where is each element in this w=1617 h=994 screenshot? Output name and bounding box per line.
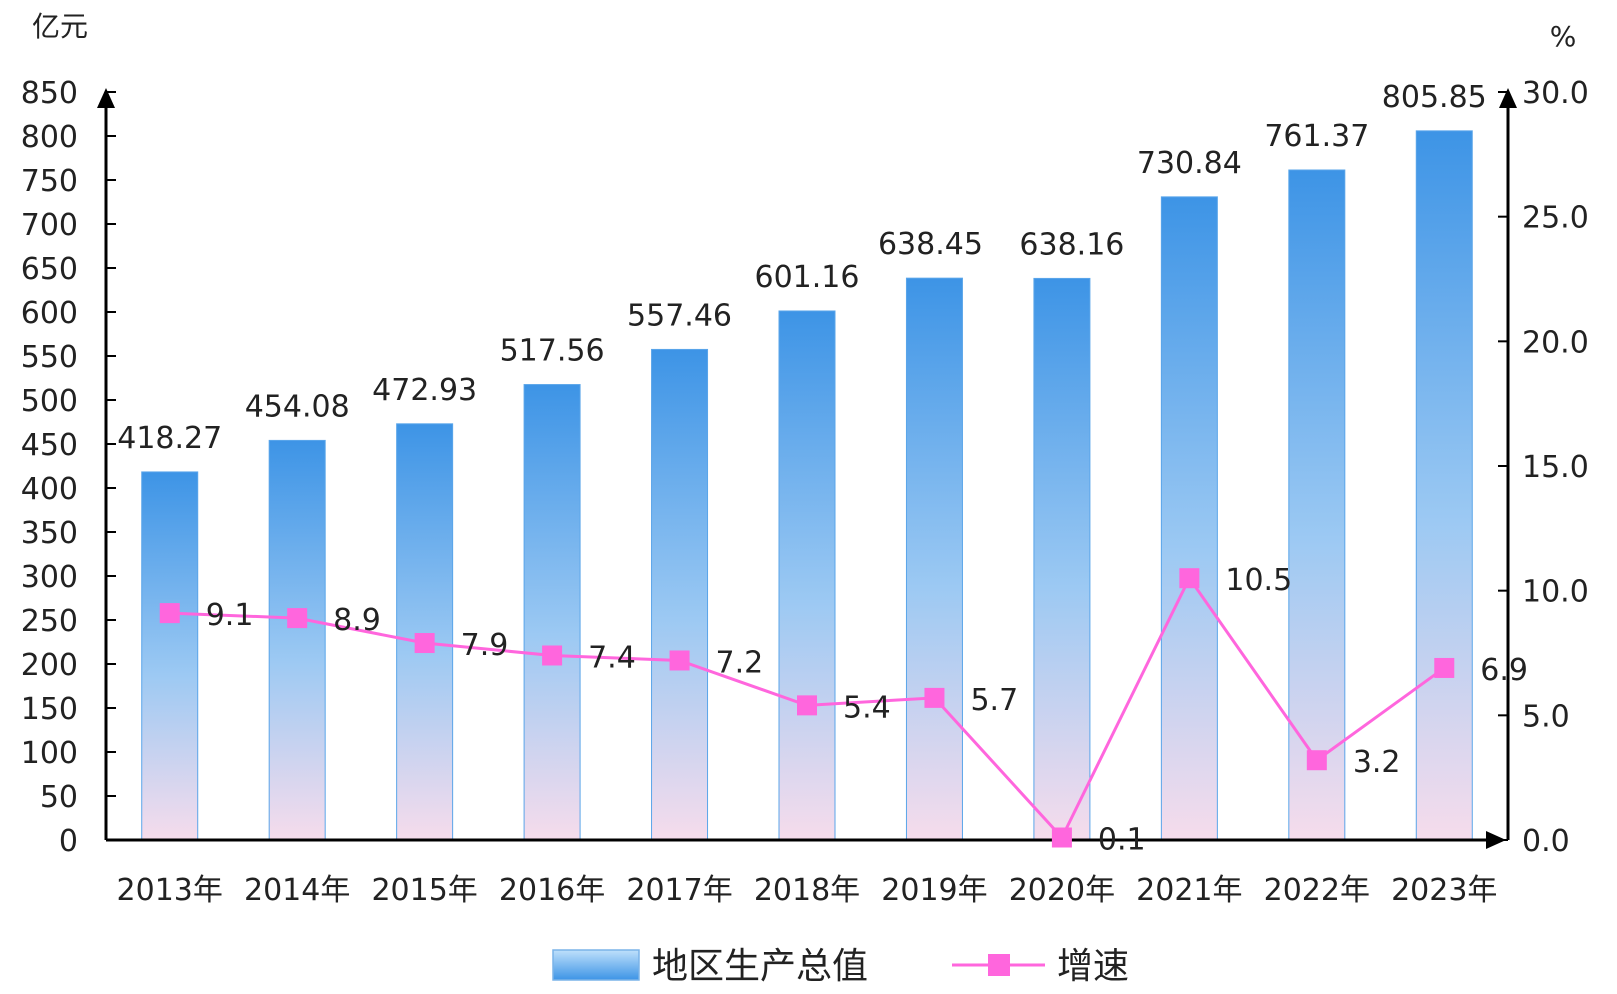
rate-marker <box>1179 568 1200 589</box>
rate-value-label: 5.7 <box>970 683 1018 718</box>
left-tick-label: 0 <box>59 824 78 859</box>
category-label: 2013年 <box>117 873 223 908</box>
category-labels: 2013年 2014年 2015年 2016年 2017年 2018年 2019年 2020年… <box>117 873 1498 908</box>
right-tick-label: 0.0 <box>1522 824 1570 859</box>
bar-value-label: 418.27 <box>117 421 222 456</box>
rate-value-label: 5.4 <box>843 690 891 725</box>
category-label: 2016年 <box>499 873 605 908</box>
left-tick-label: 100 <box>21 736 78 771</box>
left-tick-label: 450 <box>21 428 78 463</box>
bar <box>651 348 709 841</box>
bar <box>141 471 199 841</box>
right-axis-ticks: 0.0 5.0 10.0 15.0 20.0 25.0 30.0 <box>1498 76 1589 859</box>
category-label: 2021年 <box>1136 873 1242 908</box>
bar-value-label: 517.56 <box>500 334 605 369</box>
category-label: 2017年 <box>626 873 732 908</box>
rate-value-label: 8.9 <box>333 603 381 638</box>
left-tick-label: 500 <box>21 384 78 419</box>
legend-bar-swatch <box>552 949 640 981</box>
rate-marker <box>1051 827 1072 848</box>
left-tick-label: 700 <box>21 208 78 243</box>
right-tick-label: 5.0 <box>1522 699 1570 734</box>
right-tick-label: 15.0 <box>1522 450 1589 485</box>
rate-marker <box>414 633 435 654</box>
rate-marker <box>669 650 690 671</box>
bar-value-label: 805.85 <box>1382 80 1487 115</box>
rate-value-labels: 9.1 8.9 7.9 7.4 7.2 5.4 5.7 0.1 10.5 3.2 6.9 <box>206 563 1528 857</box>
x-axis-arrow-icon <box>1486 831 1506 849</box>
rate-marker <box>797 695 817 716</box>
legend-bar-label: 地区生产总值 <box>652 946 868 987</box>
rate-marker <box>924 687 945 708</box>
left-tick-label: 300 <box>21 560 78 595</box>
left-tick-label: 400 <box>21 472 78 507</box>
right-tick-label: 20.0 <box>1522 325 1589 360</box>
left-tick-label: 50 <box>40 780 78 815</box>
category-label: 2022年 <box>1264 873 1370 908</box>
left-axis-ticks: 0 50 100 150 200 250 300 350 400 450 500 550 600 650 7… <box>21 76 116 859</box>
bar <box>1288 169 1346 841</box>
left-tick-label: 550 <box>21 340 78 375</box>
left-axis-arrow-icon <box>97 88 115 108</box>
bar-value-label: 454.08 <box>245 389 350 424</box>
rate-markers <box>159 568 1455 848</box>
left-tick-label: 800 <box>21 120 78 155</box>
left-tick-label: 150 <box>21 692 78 727</box>
rate-value-label: 7.9 <box>461 628 509 663</box>
rate-value-label: 6.9 <box>1480 653 1528 688</box>
rate-value-label: 9.1 <box>206 598 254 633</box>
left-tick-label: 250 <box>21 604 78 639</box>
left-axis-unit: 亿元 <box>32 10 88 43</box>
left-tick-label: 350 <box>21 516 78 551</box>
bar-value-label: 638.16 <box>1019 227 1124 262</box>
bar <box>1415 130 1473 841</box>
category-label: 2015年 <box>371 873 477 908</box>
category-label: 2018年 <box>754 873 860 908</box>
bar-value-label: 730.84 <box>1137 146 1242 181</box>
left-tick-label: 850 <box>21 76 78 111</box>
left-tick-label: 650 <box>21 252 78 287</box>
right-axis-unit: % <box>1550 20 1577 53</box>
left-tick-label: 200 <box>21 648 78 683</box>
left-tick-label: 600 <box>21 296 78 331</box>
legend-line-label: 增速 <box>1057 946 1129 987</box>
right-axis-arrow-icon <box>1499 88 1517 108</box>
bar-value-label: 761.37 <box>1264 119 1369 154</box>
bar <box>1033 277 1091 841</box>
rate-marker <box>1306 750 1327 771</box>
rate-marker <box>287 608 308 629</box>
rate-value-label: 7.4 <box>588 640 636 675</box>
bar <box>905 277 963 841</box>
rate-value-label: 10.5 <box>1225 563 1292 598</box>
rate-marker <box>159 603 180 624</box>
left-tick-label: 750 <box>21 164 78 199</box>
right-tick-label: 10.0 <box>1522 575 1589 610</box>
rate-value-label: 0.1 <box>1098 823 1146 858</box>
right-tick-label: 30.0 <box>1522 76 1589 111</box>
bar <box>396 423 454 841</box>
bars <box>141 130 1473 841</box>
bar <box>268 439 326 841</box>
category-label: 2019年 <box>881 873 987 908</box>
bar-value-label: 601.16 <box>755 260 860 295</box>
bar-value-label: 638.45 <box>878 227 983 262</box>
bar-value-label: 557.46 <box>627 298 732 333</box>
rate-value-label: 7.2 <box>716 645 764 680</box>
bar <box>778 310 836 841</box>
legend-line-marker <box>988 954 1010 976</box>
category-label: 2023年 <box>1391 873 1497 908</box>
category-label: 2014年 <box>244 873 350 908</box>
rate-marker <box>1434 657 1455 678</box>
bar-value-label: 472.93 <box>372 373 477 408</box>
rate-value-label: 3.2 <box>1353 745 1401 780</box>
legend: 地区生产总值 增速 <box>552 946 1129 987</box>
category-label: 2020年 <box>1009 873 1115 908</box>
bar <box>1160 196 1218 841</box>
bar-value-labels: 418.27 454.08 472.93 517.56 557.46 601.16 638.… <box>117 80 1487 456</box>
right-tick-label: 25.0 <box>1522 201 1589 236</box>
bar <box>523 384 581 841</box>
rate-marker <box>542 645 563 666</box>
